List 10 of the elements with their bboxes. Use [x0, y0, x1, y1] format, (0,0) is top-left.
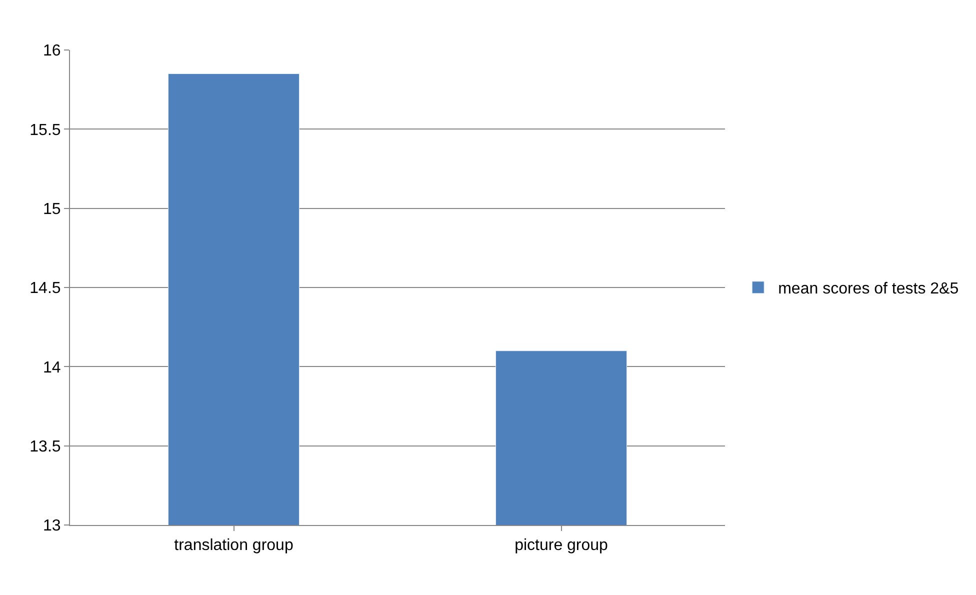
y-tick-label: 15	[43, 200, 61, 218]
y-tick-label: 14.5	[30, 280, 61, 298]
x-tick-label: picture group	[514, 537, 608, 554]
y-tick-label: 14	[43, 359, 61, 376]
y-tick-label: 13	[43, 518, 61, 535]
legend-label: mean scores of tests 2&5	[778, 280, 959, 298]
x-tick-label: translation group	[174, 537, 294, 554]
y-tick-label: 15.5	[30, 122, 61, 139]
y-tick-label: 16	[43, 42, 61, 60]
y-tick-label: 13.5	[30, 438, 61, 456]
